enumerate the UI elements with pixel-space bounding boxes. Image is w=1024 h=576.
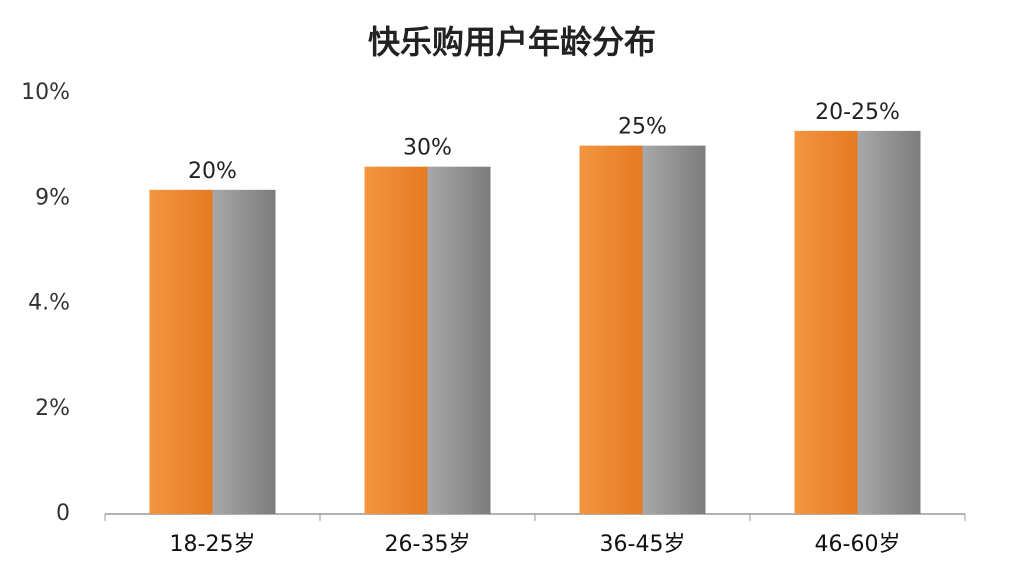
y-tick-label: 4.% <box>28 291 70 316</box>
x-tick-label: 26-35岁 <box>385 532 471 557</box>
bar <box>149 189 213 514</box>
x-tick-label: 36-45岁 <box>600 532 686 557</box>
y-tick-label: 2% <box>35 396 70 421</box>
y-tick-label: 10% <box>21 80 70 105</box>
bar-label: 25% <box>618 115 667 140</box>
bar <box>794 130 858 514</box>
bar <box>579 145 643 514</box>
x-tick-label: 18-25岁 <box>170 532 256 557</box>
bar <box>364 166 428 515</box>
bar-label: 20% <box>188 159 237 184</box>
bar <box>212 189 276 514</box>
bar-label: 20-25% <box>815 100 900 125</box>
bar <box>642 145 706 514</box>
bar <box>427 166 491 515</box>
chart-title: 快乐购用户年龄分布 <box>368 23 656 61</box>
bar <box>857 130 921 514</box>
bar-label: 30% <box>403 136 452 161</box>
y-tick-label: 0 <box>56 501 70 526</box>
y-tick-label: 9% <box>35 185 70 210</box>
x-tick-label: 46-60岁 <box>815 532 901 557</box>
